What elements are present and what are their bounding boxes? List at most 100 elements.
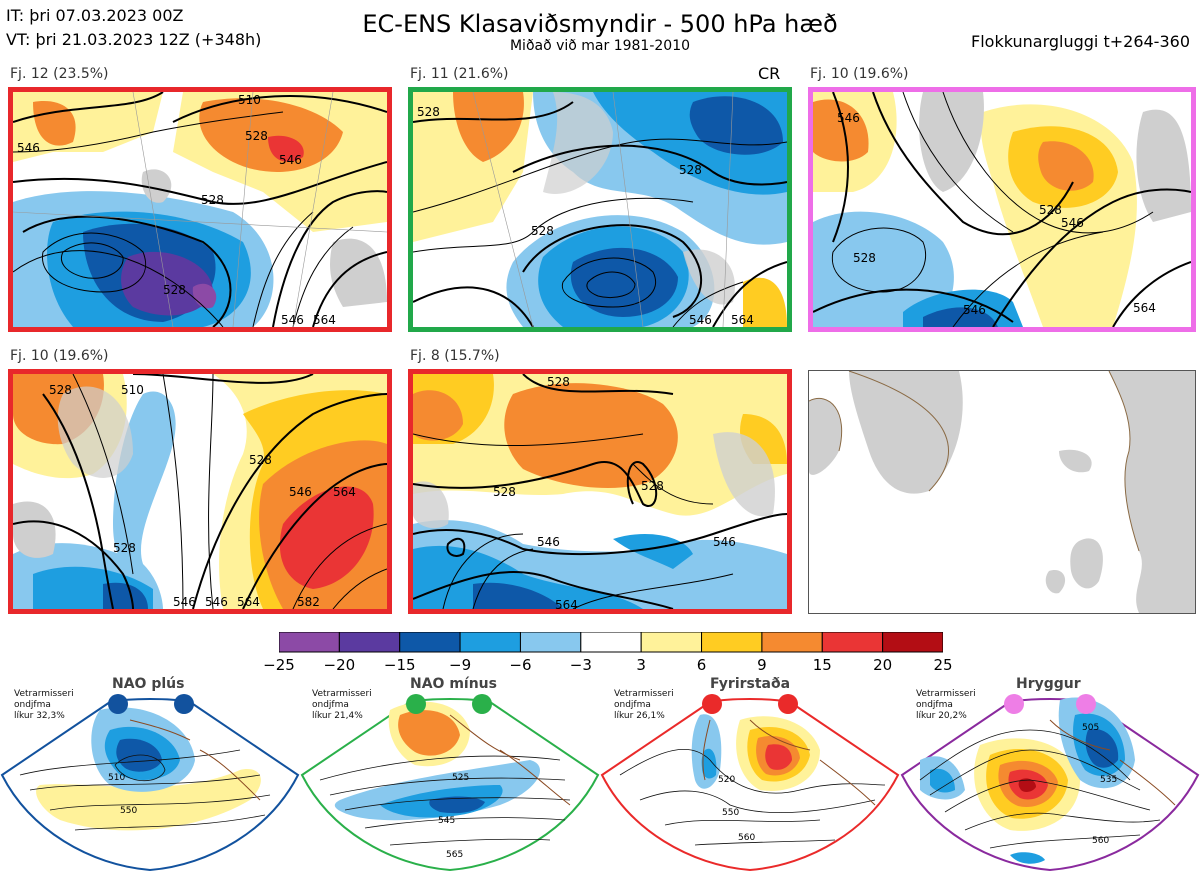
control-run-tag: CR (758, 64, 781, 83)
color-scale-tick-label: −15 (383, 656, 416, 674)
panel-4-contour: 564 (333, 485, 356, 499)
panel-1-contour: 564 (313, 313, 336, 327)
cluster-map-2: 528 528 528 546 564 (408, 87, 792, 332)
cluster-map-3: 546 528 528 546 546 564 (808, 87, 1196, 332)
panel-4-contour: 528 (249, 453, 272, 467)
regime-3-contour: 520 (718, 775, 735, 785)
regime-1-marker-icon (108, 694, 128, 714)
color-scale-cell (640, 632, 703, 653)
panel-1-contour: 528 (163, 283, 186, 297)
panel-3-contour: 528 (1039, 203, 1062, 217)
panel-1-contour: 528 (201, 193, 224, 207)
panel-4-contour: 582 (297, 595, 320, 609)
color-scale-bar (279, 632, 943, 653)
panel-2-contour: 546 (689, 313, 712, 327)
color-scale-tick-label: 6 (696, 656, 707, 674)
color-scale-tick-label: 9 (757, 656, 767, 674)
panel-4-contour: 510 (121, 383, 144, 397)
color-scale-tick-label: 20 (873, 656, 893, 674)
panel-4-label: Fj. 10 (19.6%) (10, 348, 109, 364)
panel-4-contour: 546 (289, 485, 312, 499)
color-scale-cell (761, 632, 823, 653)
color-scale-tick-label: 25 (933, 656, 953, 674)
color-scale-tick-label: −20 (323, 656, 356, 674)
cluster-map-4: 510 528 528 546 564 528 546 546 564 582 (8, 369, 392, 614)
panel-3-contour: 546 (837, 111, 860, 125)
regime-4-stats: Vetrarmisseri ondjfma líkur 20,2% (916, 689, 976, 721)
init-time: IT: þri 07.03.2023 00Z (6, 6, 184, 25)
color-scale-cell (338, 632, 401, 653)
regime-3-marker-icon (702, 694, 722, 714)
regime-3-stats: Vetrarmisseri ondjfma líkur 26,1% (614, 689, 674, 721)
panel-5-contour: 546 (713, 535, 736, 549)
classification-window: Flokkunargluggi t+264-360 (971, 32, 1190, 51)
panel-5-contour: 528 (641, 479, 664, 493)
panel-3-contour: 528 (853, 251, 876, 265)
panel-1-contour: 546 (279, 153, 302, 167)
color-scale-tick-label: −25 (263, 656, 295, 674)
panel-1-contour: 546 (17, 141, 40, 155)
panel-4-contour: 528 (49, 383, 72, 397)
regime-4-contour: 560 (1092, 836, 1109, 846)
panel-4-contour: 564 (237, 595, 260, 609)
panel-5-contour: 528 (493, 485, 516, 499)
regime-map-nao-minus: 525 545 565 (300, 698, 600, 871)
page-title: EC-ENS Klasaviðsmyndir - 500 hPa hæð (362, 10, 838, 38)
regime-2-marker-icon (472, 694, 492, 714)
regime-2-stats: Vetrarmisseri ondjfma líkur 21,4% (312, 689, 372, 721)
color-scale-tick-label: −9 (449, 656, 472, 674)
regime-2-name: NAO mínus (410, 676, 497, 692)
color-scale-cell (519, 632, 582, 653)
panel-2-contour: 528 (531, 224, 554, 238)
cluster-map-1: 510 528 546 528 528 546 546 564 (8, 87, 392, 332)
color-scale-tick-label: −6 (509, 656, 532, 674)
valid-time: VT: þri 21.03.2023 12Z (+348h) (6, 30, 262, 49)
panel-3-contour: 564 (1133, 301, 1156, 315)
base-map (808, 370, 1196, 614)
panel-2-contour: 528 (679, 163, 702, 177)
regime-4-marker-icon (1004, 694, 1024, 714)
regime-4-contour: 505 (1082, 723, 1099, 733)
regime-1-stats: Vetrarmisseri ondjfma líkur 32,3% (14, 689, 74, 721)
regime-1-contour: 510 (108, 773, 125, 783)
regime-3-contour: 550 (722, 808, 739, 818)
regime-1-name: NAO plús (112, 676, 185, 692)
regime-4-marker-icon (1076, 694, 1096, 714)
color-scale-cell (821, 632, 884, 653)
panel-5-contour: 546 (537, 535, 560, 549)
color-scale-cell (580, 632, 642, 653)
panel-3-contour: 546 (963, 303, 986, 317)
panel-4-contour: 546 (205, 595, 228, 609)
regime-1-contour: 550 (120, 806, 137, 816)
color-scale-cell (279, 632, 340, 653)
regime-3-marker-icon (778, 694, 798, 714)
color-scale-cell (882, 632, 943, 653)
panel-2-contour: 528 (417, 105, 440, 119)
panel-3-label: Fj. 10 (19.6%) (810, 66, 909, 82)
color-scale-cell (701, 632, 763, 653)
regime-3-name: Fyrirstaða (710, 676, 791, 692)
color-scale-tick-label: 15 (812, 656, 832, 674)
panel-2-label: Fj. 11 (21.6%) (410, 66, 509, 82)
regime-map-ridge: 505 535 560 (900, 697, 1200, 871)
regime-4-contour: 535 (1100, 775, 1117, 785)
panel-5-label: Fj. 8 (15.7%) (410, 348, 500, 364)
cluster-map-5: 528 528 528 546 546 564 (408, 369, 792, 614)
panel-4-contour: 528 (113, 541, 136, 555)
panel-1-contour: 510 (238, 93, 261, 107)
color-scale-tick-label: −3 (569, 656, 592, 674)
page-subtitle: Miðað við mar 1981-2010 (509, 38, 691, 54)
regime-2-contour: 545 (438, 816, 455, 826)
regime-map-blocking: 520 550 560 (600, 698, 900, 871)
regime-3-contour: 560 (738, 833, 755, 843)
panel-5-contour: 528 (547, 375, 570, 389)
panel-1-contour: 528 (245, 129, 268, 143)
regime-2-contour: 525 (452, 773, 469, 783)
regime-4-name: Hryggur (1016, 676, 1081, 692)
panel-2-contour: 564 (731, 313, 754, 327)
color-scale-cell (459, 632, 521, 653)
panel-1-contour: 546 (281, 313, 304, 327)
regime-1-marker-icon (174, 694, 194, 714)
panel-5-contour: 564 (555, 598, 578, 609)
panel-1-label: Fj. 12 (23.5%) (10, 66, 109, 82)
